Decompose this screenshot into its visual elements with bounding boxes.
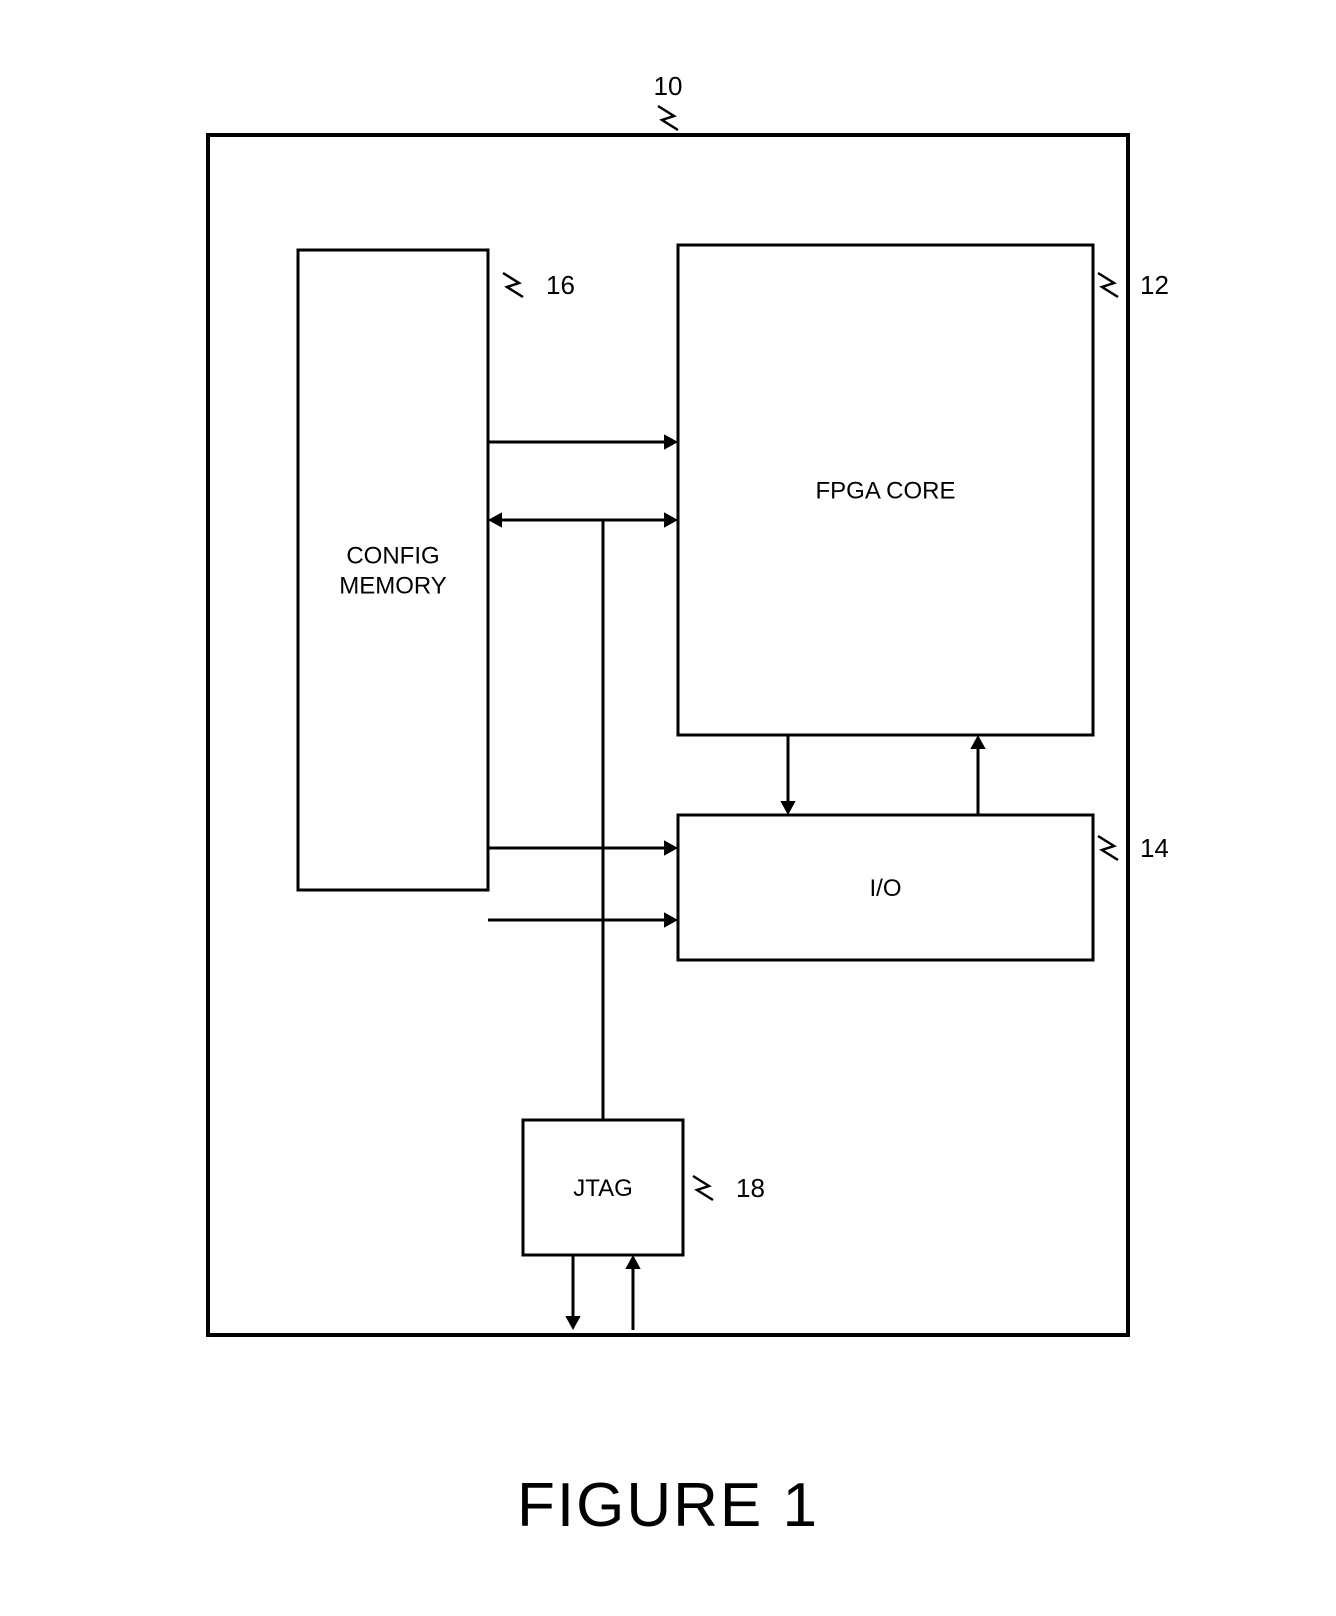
ref-label-18: 18	[736, 1173, 765, 1203]
ref-label-16: 16	[546, 270, 575, 300]
block-diagram-svg: 10 CONFIG MEMORY 16 FPGA CORE 12 I/O 14 JTAG 18	[168, 40, 1168, 1440]
arrowhead-jtag-in-up-end	[625, 1255, 640, 1269]
arrowhead-jtag-out-down-end	[565, 1316, 580, 1330]
lead-line-squiggle	[1098, 273, 1118, 297]
block-label-jtag: JTAG	[573, 1175, 633, 1202]
ref-label-10: 10	[654, 71, 683, 101]
lead-line-squiggle	[658, 106, 678, 130]
lead-line-squiggle	[1098, 836, 1118, 860]
arrowhead-fpga-to-io-down-end	[780, 801, 795, 815]
block-label-fpga_core: FPGA CORE	[815, 477, 955, 504]
arrowhead-config-to-fpga-top-end	[664, 434, 678, 449]
block-label-config_memory: CONFIG	[346, 542, 439, 569]
arrowhead-config-fpga-bidir-start	[488, 512, 502, 527]
arrowhead-io-to-fpga-up-end	[970, 735, 985, 749]
figure-title: FIGURE 1	[517, 1470, 819, 1541]
lead-line-squiggle	[503, 273, 523, 297]
diagram-container: 10 CONFIG MEMORY 16 FPGA CORE 12 I/O 14 JTAG 18	[168, 40, 1168, 1440]
block-label-io: I/O	[869, 875, 901, 902]
ref-label-14: 14	[1140, 833, 1168, 863]
block-label-config_memory: MEMORY	[339, 572, 447, 599]
ref-label-12: 12	[1140, 270, 1168, 300]
arrowhead-config-to-io-1-end	[664, 840, 678, 855]
arrowhead-config-fpga-bidir-end	[664, 512, 678, 527]
block-config_memory	[298, 250, 488, 890]
lead-line-squiggle	[693, 1176, 713, 1200]
arrowhead-config-to-io-2-end	[664, 912, 678, 927]
